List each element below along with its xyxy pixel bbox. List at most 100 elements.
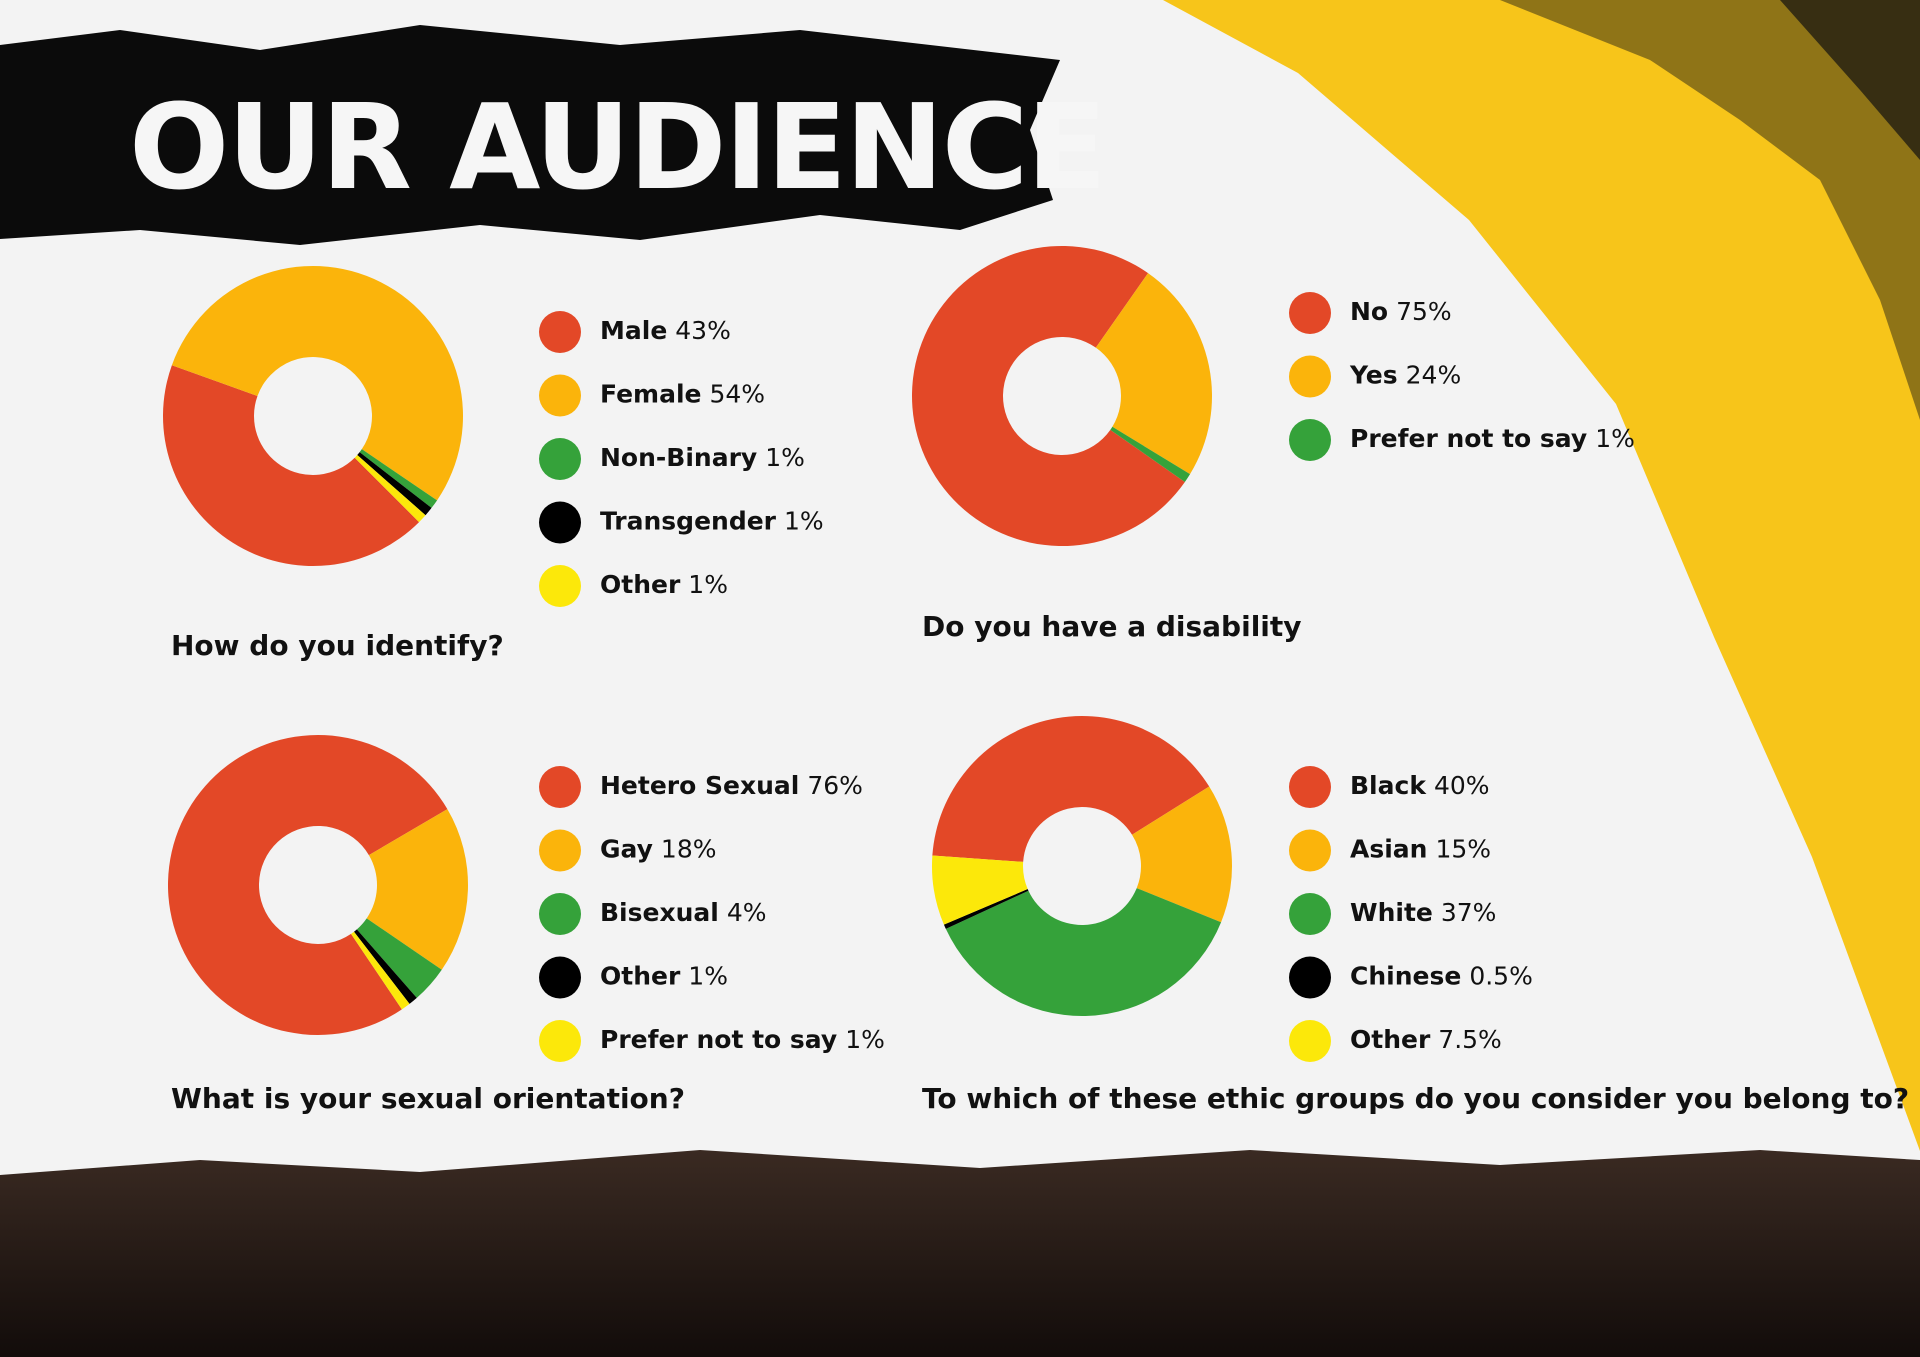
donut-slice	[1110, 426, 1191, 483]
chart-title: Do you have a disability	[922, 610, 1302, 643]
crowd-photo	[0, 1150, 1920, 1357]
donut-slice	[171, 266, 463, 501]
donut-slice	[162, 365, 420, 567]
legend-entry: Other 1%	[600, 570, 728, 599]
legend-dot	[539, 766, 581, 808]
chart-title: How do you identify?	[171, 629, 504, 662]
legend-entry: Prefer not to say 1%	[1350, 424, 1635, 453]
legend-dot	[539, 1020, 581, 1062]
legend-value: 1%	[688, 570, 728, 599]
legend-label: Female	[600, 380, 701, 409]
legend-entry: Other 1%	[600, 962, 728, 991]
legend-value: 1%	[765, 443, 805, 472]
legend-value: 1%	[784, 507, 824, 536]
legend-label: No	[1350, 297, 1388, 326]
donut-chart: Black 40% Asian 15% White 37% Chinese 0.5% Other…	[922, 715, 1909, 1115]
legend-entry: Prefer not to say 1%	[600, 1025, 885, 1054]
legend-entry: White 37%	[1350, 898, 1496, 927]
donut-slice	[366, 809, 469, 970]
legend-entry: Asian 15%	[1350, 835, 1491, 864]
legend-entry: Female 54%	[600, 380, 765, 409]
donut-slice	[943, 889, 1029, 929]
legend-entry: Gay 18%	[600, 835, 717, 864]
legend-entry: Yes 24%	[1349, 361, 1461, 390]
legend-value: 1%	[688, 962, 728, 991]
legend-label: White	[1350, 898, 1433, 927]
legend-dot	[1289, 419, 1331, 461]
legend-dot	[539, 501, 581, 544]
legend-entry: Black 40%	[1350, 771, 1490, 800]
chart-title: What is your sexual orientation?	[171, 1082, 685, 1115]
legend-dot	[1289, 292, 1331, 334]
legend-value: 4%	[727, 898, 767, 927]
donut-slice	[1132, 786, 1233, 923]
legend-entry: Hetero Sexual 76%	[600, 771, 863, 800]
legend-entry: Bisexual 4%	[600, 898, 767, 927]
legend-dot	[539, 956, 581, 999]
legend-label: Other	[1350, 1025, 1431, 1054]
legend-label: Other	[600, 570, 681, 599]
title-banner	[0, 25, 1060, 245]
legend-dot	[539, 829, 581, 872]
legend-value: 1%	[1595, 424, 1635, 453]
donut-chart: No 75% Yes 24% Prefer not to say 1% Do you hav…	[912, 245, 1635, 643]
dark-splash	[1780, 0, 1920, 160]
legend-entry: Transgender 1%	[600, 507, 824, 536]
legend-label: Male	[600, 316, 667, 345]
legend-value: 75%	[1396, 297, 1452, 326]
legend-entry: No 75%	[1350, 297, 1452, 326]
donut-slice	[356, 918, 442, 998]
donut-chart: Male 43%Female 54%Non-Binary 1%Transgender 1…	[162, 266, 824, 662]
donut-slice	[350, 931, 410, 1010]
legend-entry: Other 7.5%	[1350, 1025, 1502, 1054]
donut-slice	[359, 449, 438, 508]
legend-label: Other	[600, 962, 681, 991]
legend-value: 37%	[1441, 898, 1497, 927]
legend-label: Yes	[1349, 361, 1398, 390]
legend-dot	[539, 438, 581, 480]
legend-label: Prefer not to say	[600, 1025, 837, 1054]
yellow-splash	[1163, 0, 1920, 1151]
page-title: OUR AUDIENCE	[129, 78, 1105, 216]
legend-label: Asian	[1350, 835, 1427, 864]
donut-slice	[912, 245, 1185, 546]
legend-value: 40%	[1434, 771, 1490, 800]
legend-entry: Male 43%	[600, 316, 731, 345]
legend-entry: Non-Binary 1%	[600, 443, 805, 472]
legend-value: 15%	[1435, 835, 1491, 864]
legend-label: Black	[1350, 771, 1427, 800]
legend-dot	[1289, 956, 1331, 999]
donut-slice	[357, 452, 432, 516]
legend-dot	[1289, 355, 1331, 398]
legend-dot	[539, 311, 581, 353]
legend-dot	[1289, 1020, 1331, 1062]
legend-value: 76%	[807, 771, 863, 800]
legend-label: Hetero Sexual	[600, 771, 799, 800]
donut-slice	[945, 888, 1222, 1017]
legend-label: Prefer not to say	[1350, 424, 1587, 453]
legend-dot	[1289, 893, 1331, 935]
donut-slice	[354, 455, 426, 523]
legend-value: 24%	[1406, 361, 1462, 390]
legend-label: Bisexual	[600, 898, 719, 927]
legend-value: 1%	[845, 1025, 885, 1054]
legend-dot	[539, 893, 581, 935]
legend-value: 0.5%	[1469, 962, 1533, 991]
dark-splash	[1500, 0, 1920, 420]
donut-slice	[168, 735, 448, 1035]
legend-label: Transgender	[600, 507, 777, 536]
legend-value: 43%	[675, 316, 731, 345]
legend-label: Non-Binary	[600, 443, 757, 472]
legend-value: 54%	[709, 380, 765, 409]
donut-slice	[932, 855, 1028, 925]
legend-entry: Chinese 0.5%	[1350, 962, 1533, 991]
legend-value: 18%	[661, 835, 717, 864]
legend-dot	[539, 374, 581, 417]
legend-dot	[539, 565, 581, 607]
chart-title: To which of these ethic groups do you co…	[922, 1082, 1909, 1115]
legend-label: Chinese	[1350, 962, 1461, 991]
donut-chart: Hetero Sexual 76%Gay 18%Bisexual 4%Other 1%P…	[168, 735, 885, 1115]
donut-slice	[932, 715, 1210, 862]
donut-slice	[353, 929, 417, 1004]
